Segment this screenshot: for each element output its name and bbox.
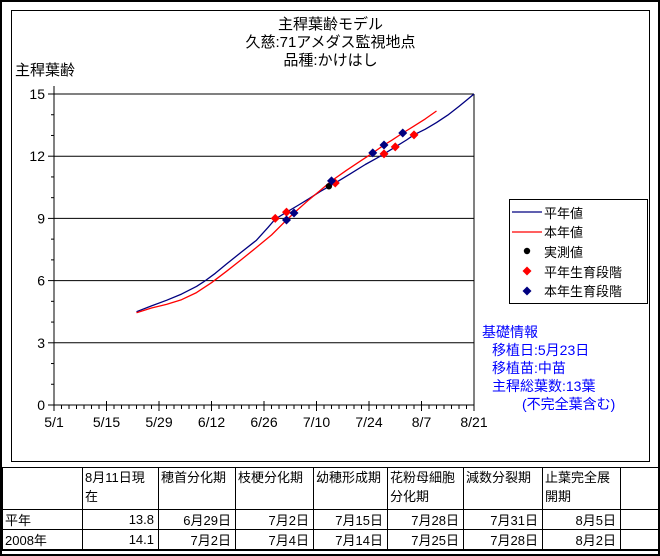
legend-diamond-marker-icon [510, 265, 544, 277]
leaf-age-chart: 0 3 6 9 12 15 5/1 5/15 5/29 6/12 6/26 7/10 7/24 8/7 8/… [11, 10, 650, 462]
legend-label: 本年生育段階 [544, 284, 623, 300]
table-cell: 7月15日 [313, 509, 388, 530]
stage-marker-本年生育段階 [398, 128, 408, 138]
legend-line-swatch [510, 206, 544, 218]
table-header-cell: 枝梗分化期 [235, 467, 314, 510]
y-tick-label: 9 [37, 210, 45, 226]
observed-point [325, 183, 333, 190]
legend-item: 本年値 [510, 222, 647, 241]
stage-marker-平年生育段階 [390, 142, 400, 152]
table-row: 2008年 14.1 7月2日 7月4日 7月14日 7月25日 7月28日 8月2日 [2, 529, 660, 551]
table-header-cell: 花粉母細胞分化期 [387, 467, 464, 510]
stage-marker-本年生育段階 [368, 148, 378, 158]
y-tick-label: 6 [37, 273, 45, 289]
chart-title-line2: 久慈:71アメダス監視地点 [245, 34, 416, 51]
y-tick-label: 0 [37, 397, 45, 413]
stage-marker-平年生育段階 [270, 213, 280, 223]
x-tick-label: 7/24 [355, 414, 382, 430]
table-cell: 7月28日 [387, 509, 464, 530]
table-cell: 8月5日 [542, 509, 621, 530]
table-row: 平年 13.8 6月29日 7月2日 7月15日 7月28日 7月31日 8月5日 [2, 509, 660, 530]
y-tick-label: 12 [29, 148, 45, 164]
total-leaf-count: 主稈総葉数:13葉 [492, 378, 596, 394]
legend-item: 平年生育段階 [510, 262, 647, 281]
stage-marker-平年生育段階 [409, 130, 419, 140]
table-header-cell: 8月11日現在 [82, 467, 159, 510]
y-tick-label: 3 [37, 335, 45, 351]
legend-label: 平年生育段階 [544, 264, 623, 280]
table-header-empty [2, 467, 83, 510]
stage-marker-平年生育段階 [282, 207, 291, 217]
table-header-cell: 穂首分化期 [158, 467, 236, 510]
series-line-本年値 [136, 110, 437, 314]
table-cell-empty [620, 509, 660, 530]
table-cell: 8月2日 [542, 529, 621, 551]
stage-marker-本年生育段階 [379, 140, 389, 150]
x-tick-label: 8/21 [460, 414, 487, 430]
chart-title-line1: 主稈葉齢モデル [277, 16, 383, 33]
table-cell: 7月2日 [235, 509, 314, 530]
plot-area: 0 3 6 9 12 15 5/1 5/15 5/29 6/12 6/26 7/10 7/24 8/7 8/… [29, 86, 488, 430]
basic-info: 基礎情報 移植日:5月23日 移植苗:中苗 主稈総葉数:13葉 (不完全葉含む) [482, 323, 652, 413]
x-tick-label: 5/29 [145, 414, 172, 430]
x-tick-label: 8/7 [412, 414, 432, 430]
legend-diamond-marker-icon [510, 285, 544, 297]
chart-title: 主稈葉齢モデル 久慈:71アメダス監視地点 品種:かけはし [12, 16, 649, 70]
table-cell: 13.8 [82, 509, 159, 530]
transplant-date: 移植日:5月23日 [492, 342, 590, 358]
leaf-count-note: (不完全葉含む) [522, 396, 616, 412]
x-tick-label: 6/26 [250, 414, 277, 430]
growth-stage-table: 8月11日現在 穂首分化期 枝梗分化期 幼穂形成期 花粉母細胞分化期 減数分裂期 止葉完全展… [2, 467, 660, 551]
chart-legend: 平年値本年値実測値平年生育段階 本年生育段階 [509, 199, 648, 304]
seedling-type: 移植苗:中苗 [492, 360, 566, 376]
legend-circle-marker-icon [510, 245, 544, 257]
table-header-cell: 止葉完全展開期 [542, 467, 621, 510]
legend-line-swatch [510, 226, 544, 238]
x-tick-label: 5/15 [93, 414, 120, 430]
legend-label: 本年値 [544, 225, 584, 241]
table-header-cell: 幼穂形成期 [313, 467, 388, 510]
table-cell: 7月4日 [235, 529, 314, 551]
chart-title-line3: 品種:かけはし [283, 52, 378, 69]
table-header-empty [620, 467, 660, 510]
stage-marker-平年生育段階 [379, 149, 389, 159]
stage-marker-本年生育段階 [289, 208, 299, 218]
x-tick-label: 5/1 [44, 414, 64, 430]
table-cell: 14.1 [82, 529, 159, 551]
stage-marker-本年生育段階 [327, 176, 336, 186]
legend-item: 平年値 [510, 203, 647, 222]
x-tick-label: 6/12 [198, 414, 225, 430]
stage-marker-本年生育段階 [282, 215, 291, 225]
table-cell: 7月14日 [313, 529, 388, 551]
table-cell: 7月28日 [463, 529, 543, 551]
y-tick-label: 15 [29, 86, 45, 102]
table-row-label: 2008年 [2, 529, 83, 551]
table-cell: 7月31日 [463, 509, 543, 530]
table-row-label: 平年 [2, 509, 83, 530]
legend-label: 平年値 [544, 205, 584, 221]
table-cell: 7月25日 [387, 529, 464, 551]
basic-info-heading: 基礎情報 [482, 324, 538, 340]
table-cell: 7月2日 [158, 529, 236, 551]
legend-label: 実測値 [544, 244, 584, 260]
legend-item: 実測値 [510, 242, 647, 261]
x-tick-label: 7/10 [303, 414, 330, 430]
table-cell: 6月29日 [158, 509, 236, 530]
legend-item: 本年生育段階 [510, 281, 647, 300]
table-cell-empty [620, 529, 660, 551]
table-header-cell: 減数分裂期 [463, 467, 543, 510]
y-axis-title: 主稈葉齢 [15, 62, 76, 79]
